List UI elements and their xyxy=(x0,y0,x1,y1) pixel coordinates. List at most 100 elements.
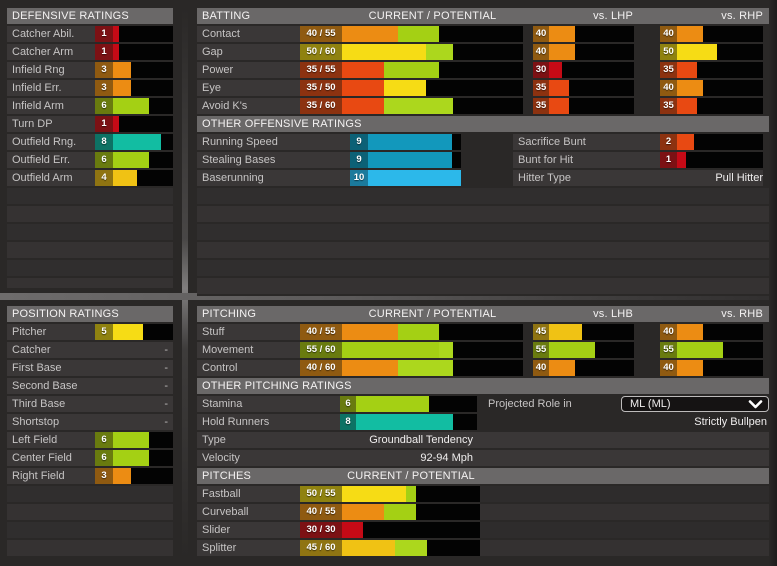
rating-bar-track xyxy=(677,62,763,78)
rating-bar-fill xyxy=(342,98,384,114)
rating-bar-fill xyxy=(549,98,569,114)
rating-bar-track xyxy=(549,62,634,78)
spacer xyxy=(634,44,660,60)
rating-value-box: 50 xyxy=(660,44,677,60)
row-filler xyxy=(480,504,769,520)
rating-bar-fill xyxy=(342,80,384,96)
pitch-label: Splitter xyxy=(197,540,300,556)
rating-label: First Base xyxy=(7,360,95,376)
rating-bar: 8 xyxy=(340,414,477,430)
rating-bar-fill xyxy=(384,504,417,520)
rating-bar: 30 xyxy=(533,62,634,78)
rating-bar: 35 xyxy=(533,80,634,96)
rating-bar-track xyxy=(677,152,763,168)
rating-row: Contact 40 / 55 40 40 xyxy=(197,26,769,42)
rating-bar-track xyxy=(356,414,477,430)
spacer xyxy=(763,134,769,150)
rating-row: Type Groundball Tendency xyxy=(197,432,769,448)
rating-bar-track xyxy=(342,504,480,520)
rating-value-box: 40 / 55 xyxy=(300,324,342,340)
rating-bar-fill xyxy=(368,170,461,186)
rating-value-box: 1 xyxy=(95,116,113,132)
rating-row: Third Base - xyxy=(7,396,173,412)
rating-bar-fill xyxy=(342,26,398,42)
rating-bar-fill xyxy=(383,80,426,96)
spacer xyxy=(634,360,660,376)
panel-title: POSITION RATINGS xyxy=(12,308,119,320)
rating-bar-fill xyxy=(113,80,131,96)
rating-value-box: 40 xyxy=(533,360,549,376)
panel-title: DEFENSIVE RATINGS xyxy=(12,10,129,22)
rating-bar-track xyxy=(113,134,173,150)
pitching-rows: Stuff 40 / 55 45 40 Movement 55 / 60 55 55 Contr… xyxy=(197,324,769,376)
rating-row: Control 40 / 60 40 40 xyxy=(197,360,769,376)
pitch-row: Slider 30 / 30 xyxy=(197,522,769,538)
rating-bar-fill xyxy=(113,324,143,340)
rating-bar: 3 xyxy=(95,468,173,484)
rating-bar-fill xyxy=(113,62,131,78)
rating-value-box: 6 xyxy=(95,98,113,114)
current-potential-header: CURRENT / POTENTIAL xyxy=(368,10,497,22)
rating-row: First Base - xyxy=(7,360,173,376)
rating-value-box: 35 xyxy=(533,98,549,114)
spacer xyxy=(634,324,660,340)
rating-label: Avoid K's xyxy=(197,98,300,114)
position-rows: Pitcher 5 Catcher - First Base - Second Base - T… xyxy=(7,324,173,484)
rating-value-box: 35 / 50 xyxy=(300,80,342,96)
rating-bar: 30 / 30 xyxy=(300,522,480,538)
rating-value-box: 35 / 55 xyxy=(300,62,342,78)
position-ratings-panel: POSITION RATINGS Pitcher 5 Catcher - First B… xyxy=(7,306,173,558)
vertical-splitter[interactable] xyxy=(182,8,188,558)
rating-value-box: 40 xyxy=(660,26,677,42)
row-filler xyxy=(477,432,769,448)
defensive-rows: Catcher Abil. 1 Catcher Arm 1 Infield Rng 3 In… xyxy=(7,26,173,186)
hitter-type-value: Pull Hitter xyxy=(660,170,763,186)
rating-bar-track xyxy=(342,44,523,60)
empty-rating-value: - xyxy=(95,342,173,358)
rating-value-box: 45 xyxy=(533,324,549,340)
rating-label: Movement xyxy=(197,342,300,358)
rating-bar-fill xyxy=(677,360,704,376)
rating-row: Pitcher 5 xyxy=(7,324,173,340)
pitch-label: Slider xyxy=(197,522,300,538)
rating-bar: 35 xyxy=(533,98,634,114)
rating-bar-track xyxy=(549,324,634,340)
rating-bar-track xyxy=(113,170,173,186)
rating-row: Power 35 / 55 30 35 xyxy=(197,62,769,78)
rating-bar-fill xyxy=(425,44,454,60)
rating-bar-fill xyxy=(439,342,454,358)
rating-value-box: 10 xyxy=(350,170,368,186)
batting-rows: Contact 40 / 55 40 40 Gap 50 / 60 40 50 Power 35 … xyxy=(197,26,769,114)
rating-value-box: 1 xyxy=(95,44,113,60)
rating-bar-fill xyxy=(113,170,137,186)
rating-value-box: 40 xyxy=(660,80,677,96)
rating-value-box: 40 xyxy=(660,360,677,376)
rating-row: Outfield Err. 6 xyxy=(7,152,173,168)
rating-label: Outfield Err. xyxy=(7,152,95,168)
rating-bar: 50 / 60 xyxy=(300,44,523,60)
rating-label: Stamina xyxy=(197,396,340,412)
empty-rating-value: - xyxy=(95,396,173,412)
rating-bar: 1 xyxy=(95,26,173,42)
rating-bar: 45 / 60 xyxy=(300,540,480,556)
rating-bar-track xyxy=(113,432,173,448)
horizontal-splitter[interactable] xyxy=(0,293,777,300)
rating-value-box: 50 / 55 xyxy=(300,486,342,502)
rating-value-box: 35 xyxy=(660,62,677,78)
row-filler xyxy=(480,486,769,502)
rating-row: Gap 50 / 60 40 50 xyxy=(197,44,769,60)
rating-bar: 6 xyxy=(95,152,173,168)
rating-row: Stuff 40 / 55 45 40 xyxy=(197,324,769,340)
rating-label: Control xyxy=(197,360,300,376)
rating-bar-fill xyxy=(383,62,440,78)
projected-role-dropdown[interactable]: ML (ML) xyxy=(621,396,769,412)
pitch-row: Splitter 45 / 60 xyxy=(197,540,769,556)
rating-value-box: 3 xyxy=(95,62,113,78)
spacer xyxy=(634,62,660,78)
other-offensive-rows: Running Speed 9 Sacrifice Bunt 2 Stealing Ba… xyxy=(197,134,769,186)
rating-value-box: 5 xyxy=(95,324,113,340)
rating-bar-fill xyxy=(113,98,149,114)
rating-bar-track xyxy=(342,324,523,340)
row-filler xyxy=(480,540,769,556)
